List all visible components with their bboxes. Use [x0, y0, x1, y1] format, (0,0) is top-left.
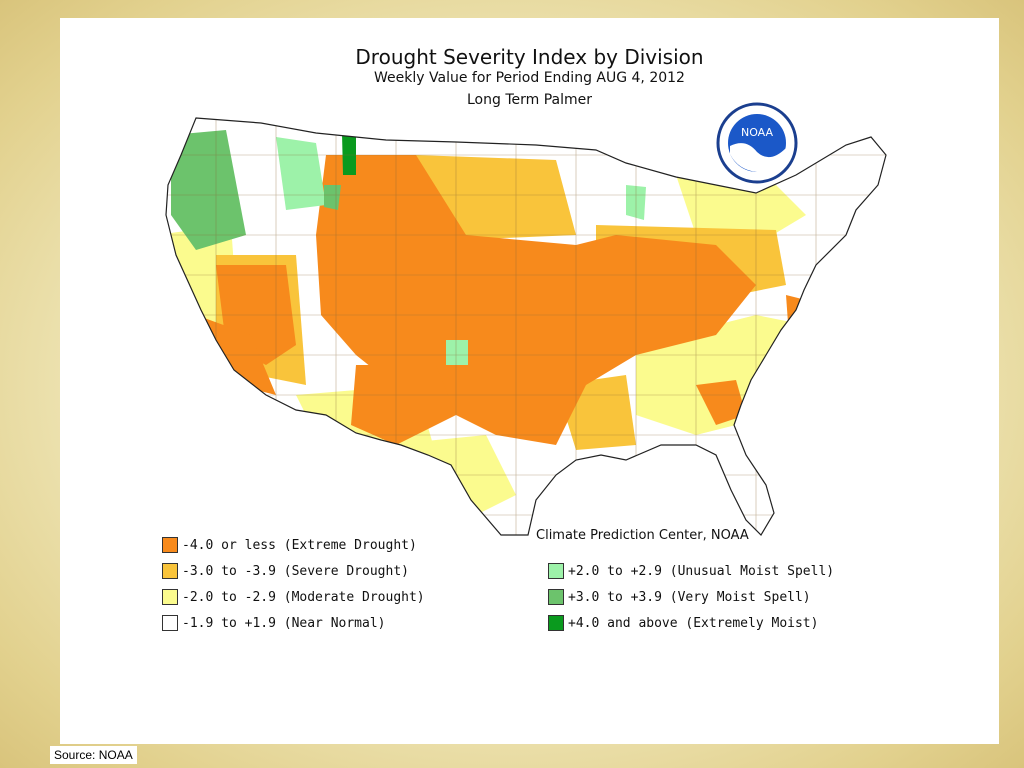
source-caption: Source: NOAA — [50, 746, 137, 764]
legend-item-normal: -1.9 to +1.9 (Near Normal) — [162, 614, 386, 632]
division-extreme-southeast — [696, 380, 746, 425]
legend-label: -4.0 or less (Extreme Drought) — [182, 537, 417, 553]
noaa-logo: NOAA — [716, 102, 798, 184]
map-credit: Climate Prediction Center, NOAA — [536, 528, 749, 543]
legend-label: -1.9 to +1.9 (Near Normal) — [182, 615, 386, 631]
division-very-moist-pacific-northwest — [171, 130, 246, 250]
legend-swatch-moderate — [162, 589, 178, 605]
legend-swatch-extreme — [162, 537, 178, 553]
legend-label: +3.0 to +3.9 (Very Moist Spell) — [568, 589, 811, 605]
map-subtitle-2: Long Term Palmer — [466, 92, 592, 108]
slide-panel: Drought Severity Index by Division Weekl… — [60, 18, 999, 744]
legend-item-extremely-moist: +4.0 and above (Extremely Moist) — [548, 614, 818, 632]
division-extremely-moist-idaho — [342, 133, 356, 175]
legend-item-severe: -3.0 to -3.9 (Severe Drought) — [162, 562, 409, 580]
division-unusual-moist-new-mexico — [446, 340, 468, 365]
legend-label: -3.0 to -3.9 (Severe Drought) — [182, 563, 409, 579]
legend-swatch-severe — [162, 563, 178, 579]
legend-item-very-moist: +3.0 to +3.9 (Very Moist Spell) — [548, 588, 811, 606]
noaa-logo-text: NOAA — [741, 126, 774, 139]
legend-swatch-unusual-moist — [548, 563, 564, 579]
division-moderate-northeast — [676, 175, 806, 245]
division-very-moist-montana — [324, 185, 341, 210]
us-outline — [165, 117, 887, 536]
legend-label: -2.0 to -2.9 (Moderate Drought) — [182, 589, 425, 605]
legend-swatch-normal — [162, 615, 178, 631]
division-unusual-moist-georgia — [776, 455, 816, 487]
map-subtitle: Weekly Value for Period Ending AUG 4, 20… — [374, 70, 685, 86]
drought-map — [165, 117, 887, 536]
legend-label: +4.0 and above (Extremely Moist) — [568, 615, 819, 631]
legend-item-unusual-moist: +2.0 to +2.9 (Unusual Moist Spell) — [548, 562, 834, 580]
legend-item-moderate: -2.0 to -2.9 (Moderate Drought) — [162, 588, 425, 606]
map-title: Drought Severity Index by Division — [355, 45, 704, 69]
legend-label: +2.0 to +2.9 (Unusual Moist Spell) — [568, 563, 835, 579]
division-extreme-southwest-plains — [351, 365, 456, 445]
legend-item-extreme: -4.0 or less (Extreme Drought) — [162, 536, 417, 554]
legend-swatch-extremely-moist — [548, 615, 564, 631]
legend-swatch-very-moist — [548, 589, 564, 605]
